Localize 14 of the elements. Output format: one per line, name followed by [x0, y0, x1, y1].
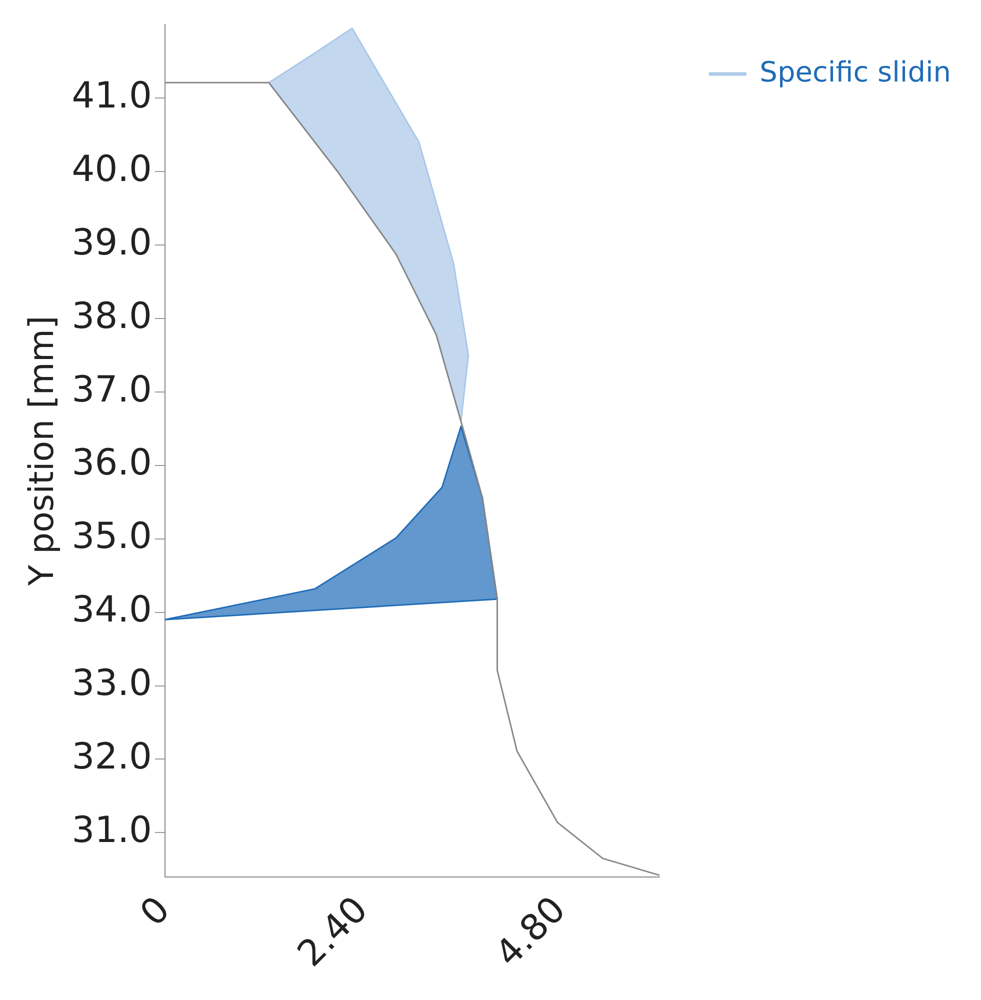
y-tick-label: 41.0 — [72, 75, 152, 116]
y-tick-label: 37.0 — [72, 369, 152, 410]
y-tick-label: 32.0 — [72, 736, 152, 778]
x-tick-label: 0 — [132, 889, 178, 934]
y-tick-label: 31.0 — [72, 810, 152, 852]
y-tick-label: 36.0 — [72, 442, 152, 484]
y-axis-title: Y position [mm] — [22, 316, 62, 587]
y-tick-label: 34.0 — [72, 590, 152, 631]
y-tick-label: 39.0 — [72, 222, 152, 264]
y-tick-label: 33.0 — [72, 663, 152, 704]
legend-label: Specific slidin — [760, 55, 952, 88]
y-tick-label: 35.0 — [72, 516, 152, 558]
y-tick-label: 40.0 — [72, 148, 152, 190]
y-tick-label: 38.0 — [72, 296, 152, 337]
